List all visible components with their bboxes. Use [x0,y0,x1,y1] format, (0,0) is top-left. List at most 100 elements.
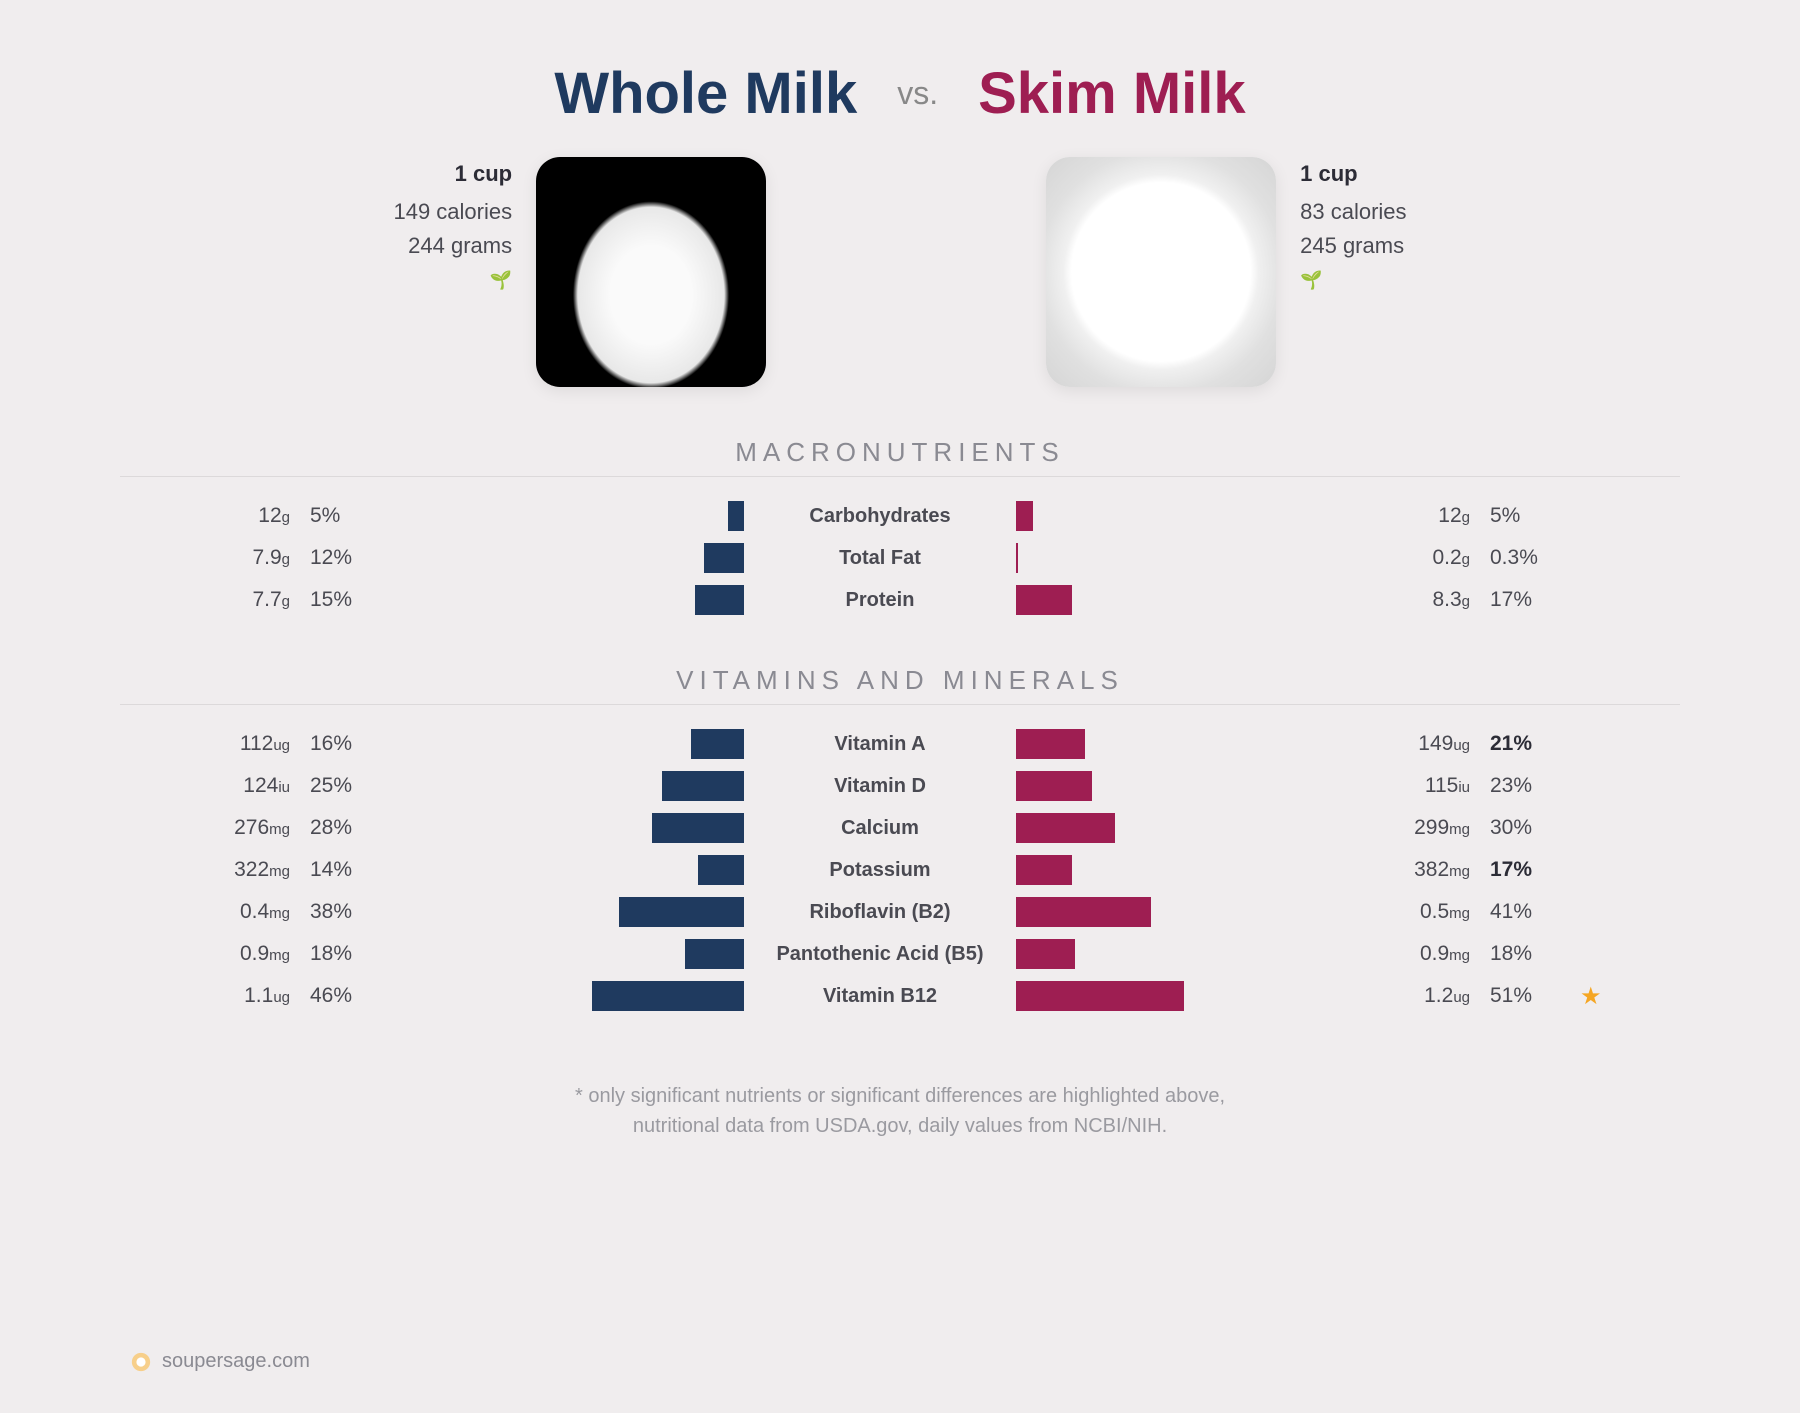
nutrient-row: 112ug16% Vitamin A 149ug21% [120,723,1680,765]
footnote-line1: * only significant nutrients or signific… [120,1081,1680,1111]
left-value: 0.9mg [180,942,290,966]
left-food-block: 1 cup 149 calories 244 grams 🌱 [393,157,766,387]
left-percent: 14% [290,858,400,882]
left-value: 1.1ug [180,984,290,1008]
left-bar-wrap [400,771,750,801]
divider [120,704,1680,705]
left-bar [691,729,744,759]
right-percent: 51% [1470,984,1580,1008]
right-grams: 245 grams [1300,229,1406,263]
left-percent: 25% [290,774,400,798]
left-bar-wrap [400,501,750,531]
section-title: Vitamins and Minerals [120,665,1680,696]
right-percent: 41% [1470,900,1580,924]
left-value: 0.4mg [180,900,290,924]
left-bar [728,501,745,531]
left-grams: 244 grams [393,229,512,263]
left-value: 7.9g [180,546,290,570]
left-bar [695,585,745,615]
left-value: 12g [180,504,290,528]
left-bar [652,813,744,843]
right-bar [1016,897,1151,927]
nutrient-name: Potassium [750,859,1010,882]
right-percent: 5% [1470,504,1580,528]
nutrient-row: 7.7g15% Protein 8.3g17% [120,579,1680,621]
right-percent: 30% [1470,816,1580,840]
nutrient-name: Vitamin A [750,733,1010,756]
brand: soupersage.com [130,1350,310,1373]
right-food-stats: 1 cup 83 calories 245 grams 🌱 [1300,157,1406,295]
right-bar-wrap [1010,543,1360,573]
right-value: 382mg [1360,858,1470,882]
left-bar-wrap [400,813,750,843]
right-bar-wrap [1010,501,1360,531]
left-food-image [536,157,766,387]
right-value: 0.2g [1360,546,1470,570]
left-food-title: Whole Milk [554,60,857,127]
right-bar [1016,939,1075,969]
right-bar [1016,771,1092,801]
left-value: 322mg [180,858,290,882]
brand-name: soupersage.com [162,1350,310,1373]
right-value: 1.2ug [1360,984,1470,1008]
right-bar [1016,585,1072,615]
leaf-icon: 🌱 [1300,267,1406,295]
section-title: Macronutrients [120,437,1680,468]
right-bar [1016,813,1115,843]
right-percent: 23% [1470,774,1580,798]
right-percent: 17% [1470,858,1580,882]
nutrient-name: Calcium [750,817,1010,840]
left-value: 112ug [180,732,290,756]
right-bar-wrap [1010,939,1360,969]
right-bar-wrap [1010,813,1360,843]
left-value: 276mg [180,816,290,840]
right-value: 0.5mg [1360,900,1470,924]
right-value: 299mg [1360,816,1470,840]
nutrient-row: 1.1ug46%Vitamin B121.2ug51%★ [120,975,1680,1017]
infographic-container: Whole Milk vs. Skim Milk 1 cup 149 calor… [0,0,1800,1181]
right-value: 0.9mg [1360,942,1470,966]
right-percent: 17% [1470,588,1580,612]
divider [120,476,1680,477]
left-value: 7.7g [180,588,290,612]
nutrient-name: Riboflavin (B2) [750,901,1010,924]
left-percent: 15% [290,588,400,612]
footnote-line2: nutritional data from USDA.gov, daily va… [120,1111,1680,1141]
left-bar-wrap [400,729,750,759]
left-bar-wrap [400,939,750,969]
nutrient-name: Protein [750,589,1010,612]
right-value: 149ug [1360,732,1470,756]
right-bar [1016,981,1184,1011]
left-bar-wrap [400,543,750,573]
left-bar-wrap [400,585,750,615]
left-bar-wrap [400,897,750,927]
left-value: 124iu [180,774,290,798]
left-percent: 12% [290,546,400,570]
nutrient-name: Total Fat [750,547,1010,570]
right-value: 115iu [1360,774,1470,798]
right-bar [1016,855,1072,885]
right-bar-wrap [1010,897,1360,927]
nutrient-row: 124iu25% Vitamin D 115iu23% [120,765,1680,807]
left-bar [592,981,744,1011]
right-food-block: 1 cup 83 calories 245 grams 🌱 [1046,157,1406,387]
right-percent: 21% [1470,732,1580,756]
right-bar [1016,501,1033,531]
right-bar-wrap [1010,585,1360,615]
left-percent: 46% [290,984,400,1008]
header: Whole Milk vs. Skim Milk [120,60,1680,127]
right-bar-wrap [1010,855,1360,885]
nutrient-row: 322mg14% Potassium 382mg17% [120,849,1680,891]
right-value: 8.3g [1360,588,1470,612]
left-bar-wrap [400,855,750,885]
leaf-icon: 🌱 [393,267,512,295]
nutrient-name: Carbohydrates [750,505,1010,528]
right-calories: 83 calories [1300,195,1406,229]
nutrient-name: Vitamin D [750,775,1010,798]
footnote: * only significant nutrients or signific… [120,1081,1680,1141]
left-bar [685,939,744,969]
right-value: 12g [1360,504,1470,528]
left-percent: 5% [290,504,400,528]
left-percent: 16% [290,732,400,756]
nutrient-row: 276mg28%Calcium299mg30% [120,807,1680,849]
